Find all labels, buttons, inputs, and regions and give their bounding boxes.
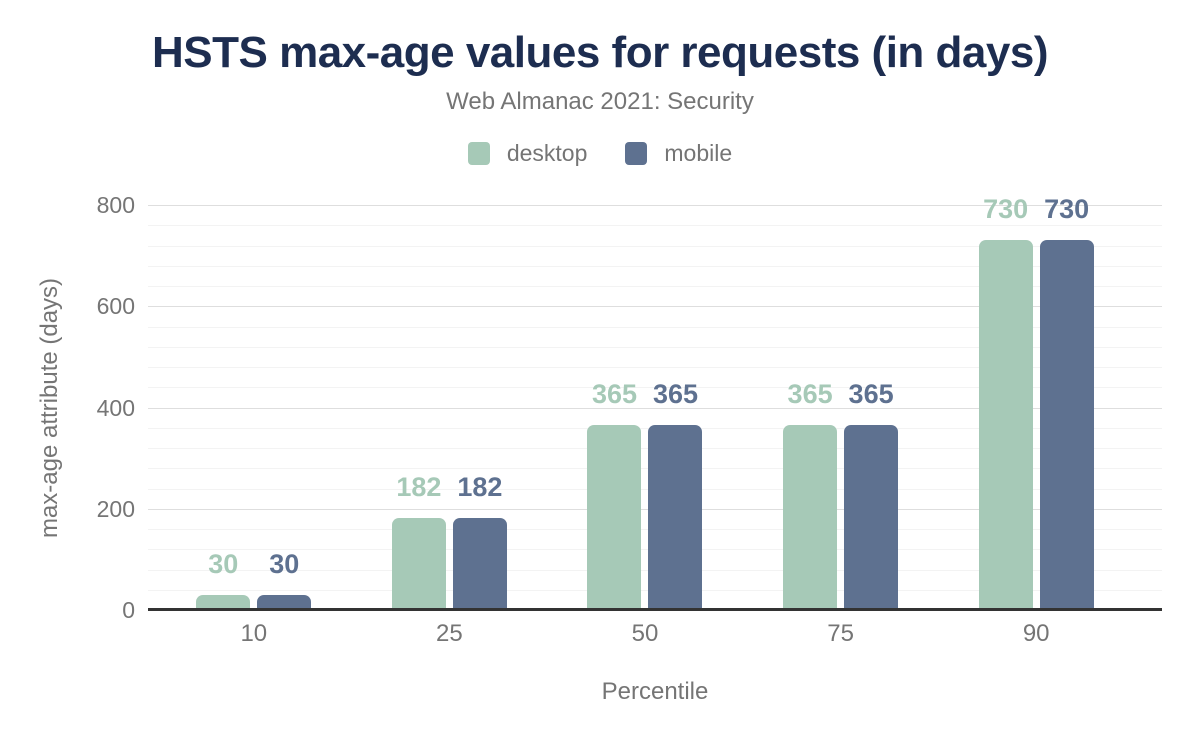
legend-label-mobile: mobile xyxy=(664,140,733,166)
desktop-value-label: 730 xyxy=(983,194,1029,225)
mobile-bar[interactable]: 365 xyxy=(844,379,899,610)
plot-area: 30 30 182 182 365 365 365 365 730 730 xyxy=(148,194,1162,611)
legend-item-mobile: mobile xyxy=(625,140,732,167)
x-axis-line xyxy=(148,608,1162,611)
bar-group-percentile-10: 30 30 xyxy=(156,205,352,610)
legend: desktop mobile xyxy=(0,140,1200,167)
mobile-value-label: 182 xyxy=(457,471,503,502)
bar-group-percentile-75: 365 365 xyxy=(743,205,939,610)
mobile-bar[interactable]: 30 xyxy=(257,549,312,610)
desktop-bar[interactable]: 365 xyxy=(783,379,838,610)
desktop-bar[interactable]: 182 xyxy=(391,472,446,610)
y-tick-label: 0 xyxy=(122,597,135,623)
mobile-bar[interactable]: 730 xyxy=(1039,194,1094,610)
desktop-swatch-icon xyxy=(467,142,490,165)
x-axis-title: Percentile xyxy=(601,678,709,705)
mobile-value-label: 365 xyxy=(652,379,699,410)
chart-title: HSTS max-age values for requests (in day… xyxy=(152,28,1048,77)
minor-gridline xyxy=(148,326,1162,328)
major-gridline xyxy=(148,205,1162,206)
major-gridline xyxy=(148,306,1162,308)
bar-group-percentile-50: 365 365 xyxy=(547,205,743,610)
mobile-swatch-icon xyxy=(625,142,648,165)
legend-label-desktop: desktop xyxy=(506,140,588,166)
x-tick-label: 25 xyxy=(436,620,463,647)
y-tick-label: 800 xyxy=(96,192,135,218)
bars-container: 30 30 182 182 365 365 365 365 730 730 xyxy=(148,194,1162,610)
mobile-bar[interactable]: 182 xyxy=(452,472,507,610)
mobile-bar[interactable]: 365 xyxy=(648,379,703,610)
x-axis-tick-labels: 10 25 50 75 90 xyxy=(148,620,1162,648)
minor-gridline xyxy=(148,367,1162,368)
y-axis-tick-labels: 0 200 400 600 800 xyxy=(0,0,135,742)
minor-gridline xyxy=(148,286,1162,287)
desktop-value-label: 30 xyxy=(208,548,239,579)
y-tick-label: 200 xyxy=(96,495,135,522)
minor-gridline xyxy=(148,346,1162,348)
x-tick-label: 10 xyxy=(240,620,268,647)
mobile-value-label: 30 xyxy=(269,548,300,579)
chart-subtitle: Web Almanac 2021: Security xyxy=(446,88,754,115)
desktop-bar[interactable]: 30 xyxy=(196,549,251,610)
minor-gridline xyxy=(148,245,1162,247)
major-gridline xyxy=(148,407,1162,409)
desktop-value-label: 182 xyxy=(396,471,442,502)
desktop-bar[interactable]: 730 xyxy=(978,194,1033,610)
x-tick-label: 50 xyxy=(631,620,659,647)
mobile-value-label: 365 xyxy=(848,379,894,410)
y-tick-label: 400 xyxy=(96,394,135,421)
x-tick-label: 75 xyxy=(827,620,854,647)
x-tick-label: 90 xyxy=(1022,620,1050,647)
desktop-bar[interactable]: 365 xyxy=(587,379,642,610)
desktop-value-label: 365 xyxy=(591,379,638,410)
mobile-value-label: 730 xyxy=(1044,194,1090,225)
bar-group-percentile-25: 182 182 xyxy=(352,205,548,610)
bar-group-percentile-90: 730 730 xyxy=(938,194,1134,610)
minor-gridline xyxy=(148,225,1162,227)
minor-gridline xyxy=(148,265,1162,267)
legend-item-desktop: desktop xyxy=(467,140,588,167)
y-tick-label: 600 xyxy=(96,293,135,320)
desktop-value-label: 365 xyxy=(787,379,833,410)
minor-gridline xyxy=(148,387,1162,389)
